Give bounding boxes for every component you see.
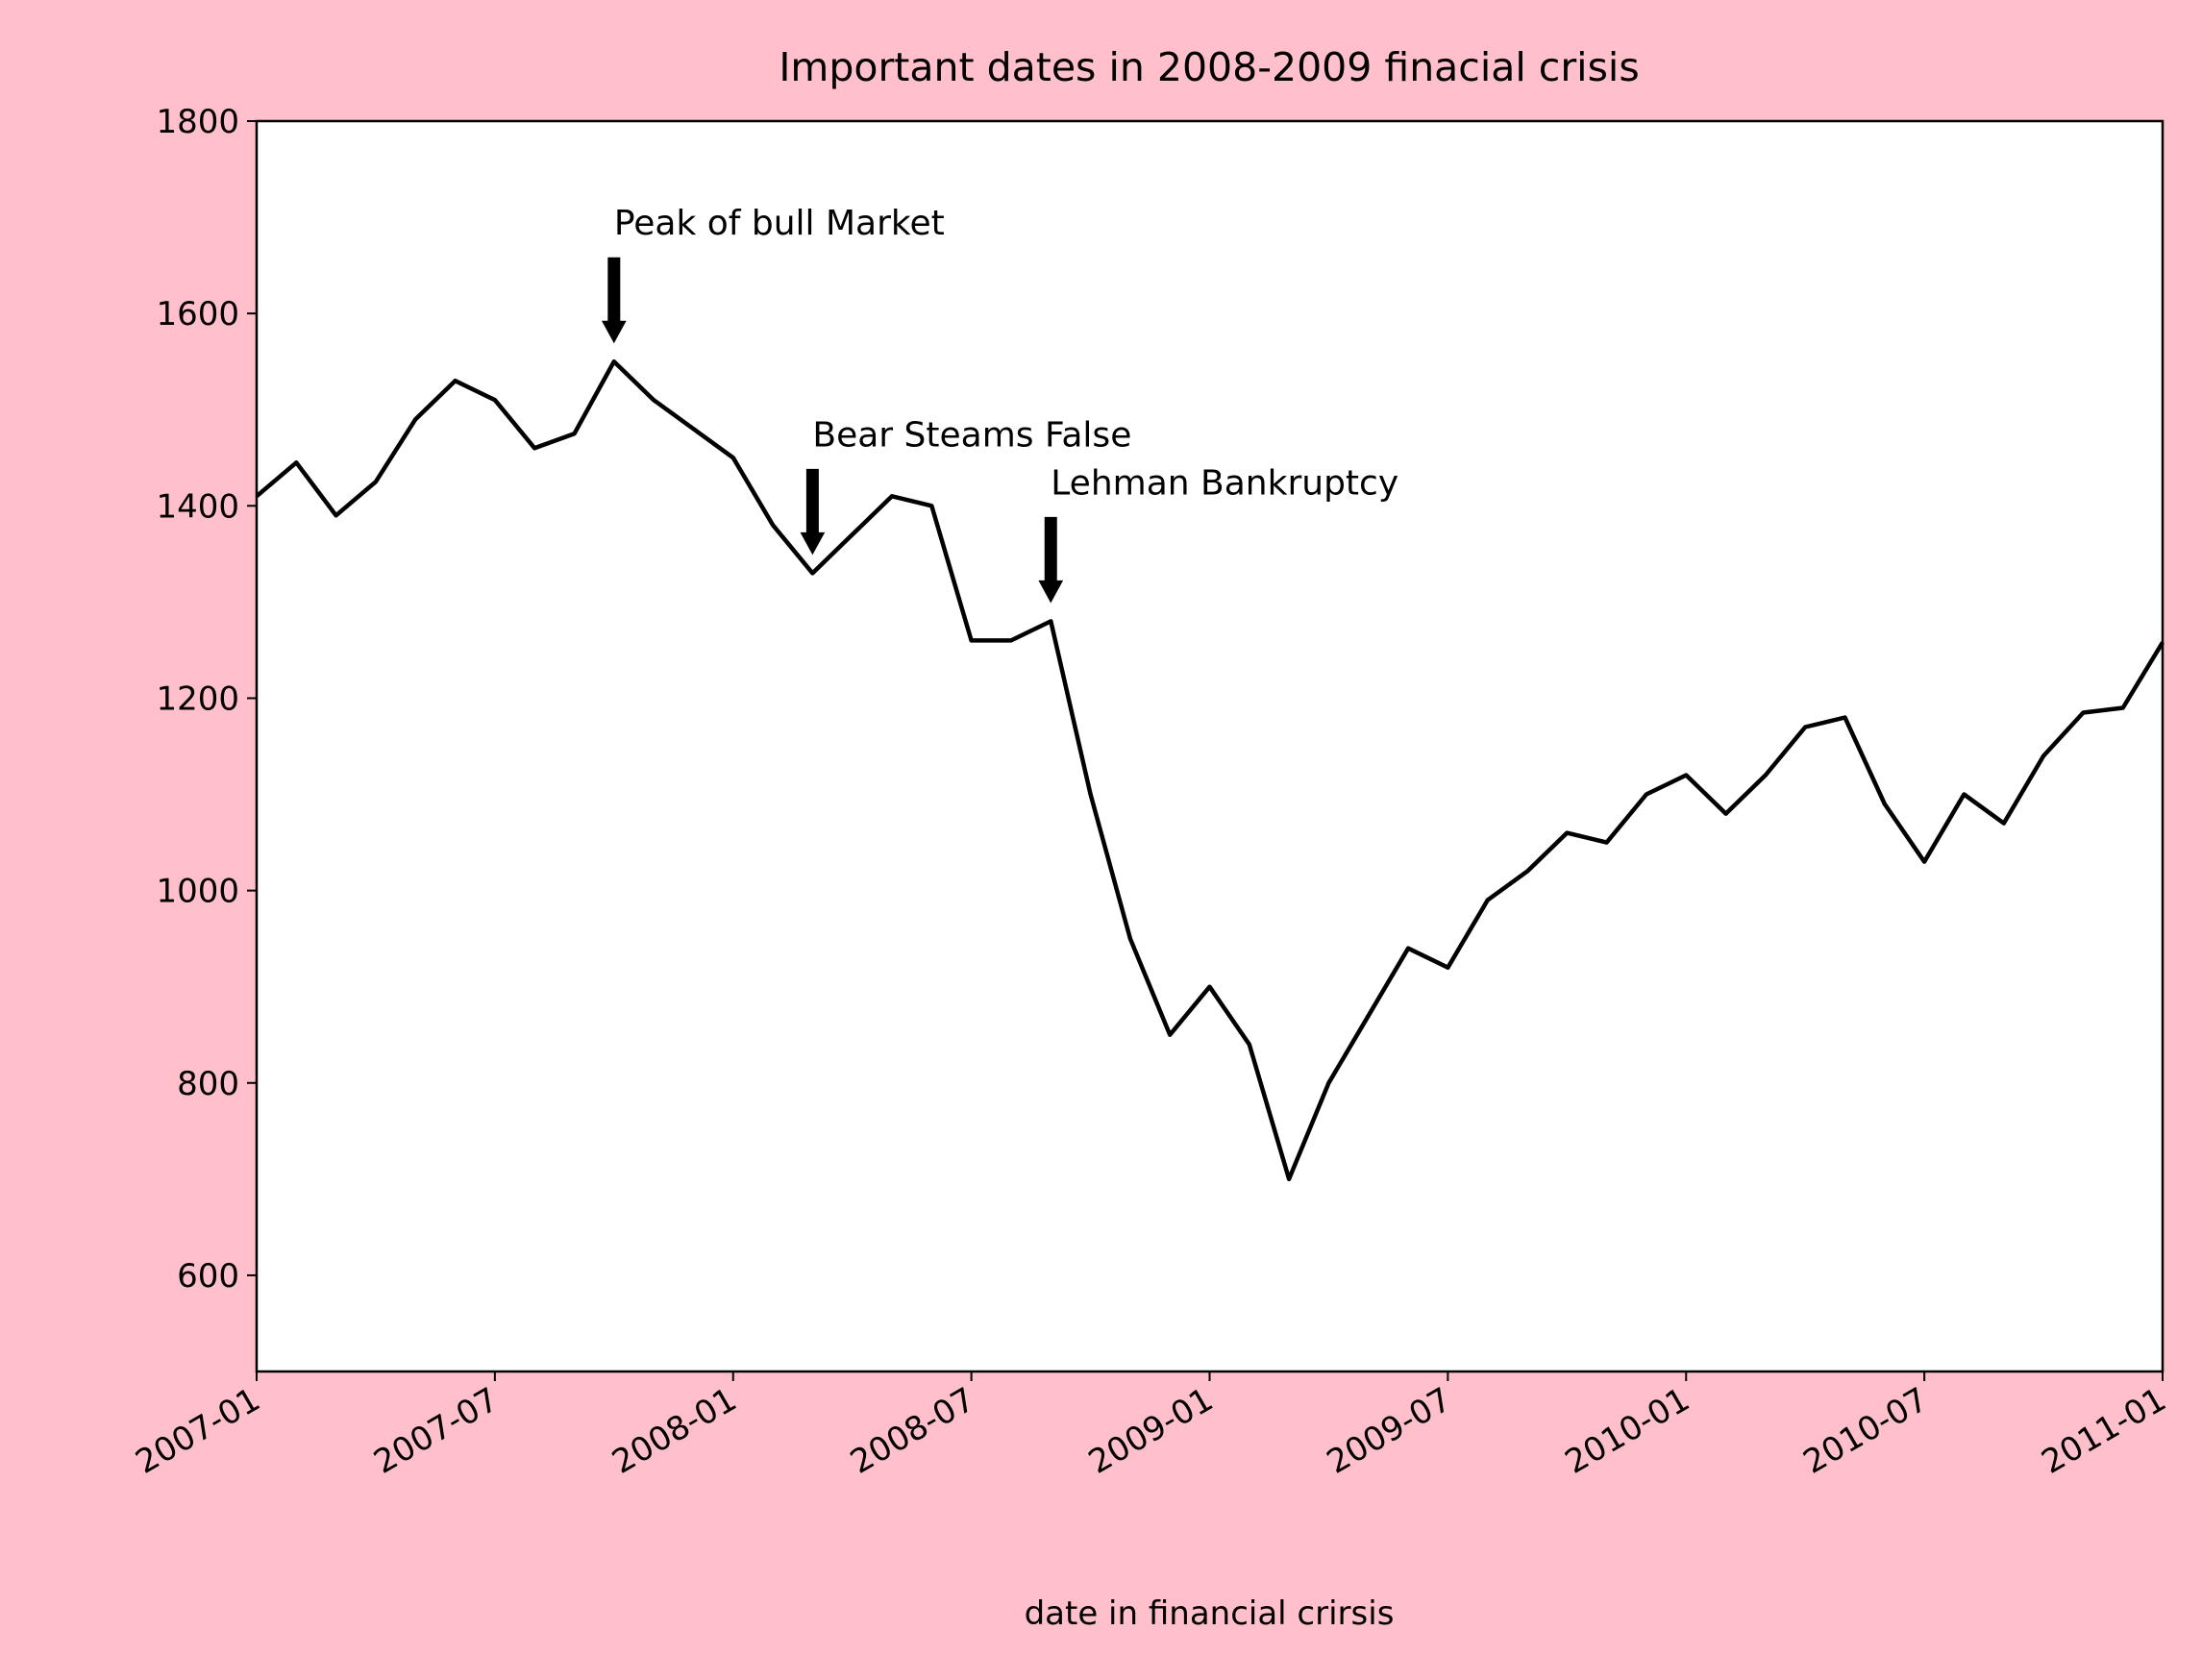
y-tick-label: 1200 <box>156 679 239 718</box>
annotation-arrow <box>800 468 826 556</box>
plot-area <box>257 121 2163 1371</box>
annotation-arrow <box>1038 516 1064 604</box>
y-tick-label: 1000 <box>156 873 239 911</box>
y-tick-label: 800 <box>177 1065 239 1103</box>
price-line <box>255 358 2165 1182</box>
annotation-label: Peak of bull Market <box>614 204 945 243</box>
y-tick-label: 1600 <box>156 295 239 334</box>
annotation-arrow <box>601 257 627 344</box>
annotation-label: Lehman Bankruptcy <box>1051 463 1398 503</box>
plot-frame <box>255 119 2165 1373</box>
y-tick-label: 1800 <box>156 103 239 141</box>
annotation-label: Bear Steams False <box>812 415 1131 455</box>
x-axis-label: date in financial crirsis <box>1025 1594 1395 1633</box>
y-tick-label: 1400 <box>156 487 239 526</box>
y-tick-label: 600 <box>177 1257 239 1296</box>
chart-title: Important dates in 2008-2009 finacial cr… <box>779 44 1639 90</box>
